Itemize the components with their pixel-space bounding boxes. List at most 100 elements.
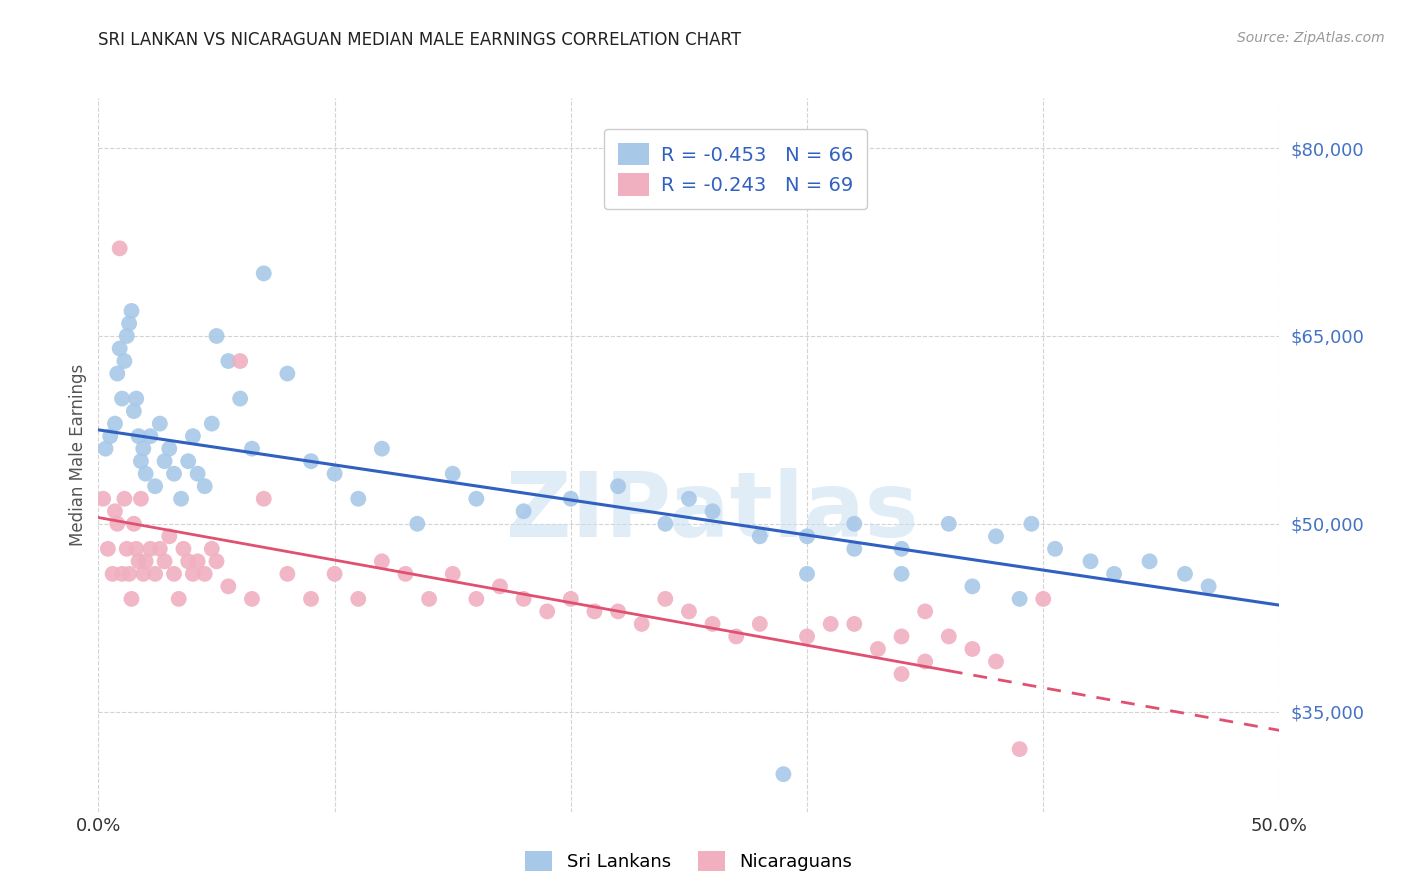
Point xyxy=(276,367,298,381)
Point xyxy=(108,241,131,255)
Point xyxy=(149,541,172,556)
Point xyxy=(118,317,141,331)
Point xyxy=(135,554,157,568)
Point xyxy=(607,479,630,493)
Point xyxy=(347,491,370,506)
Point xyxy=(94,442,117,456)
Point xyxy=(121,304,143,318)
Point xyxy=(205,554,228,568)
Point xyxy=(122,404,145,418)
Point xyxy=(890,630,912,644)
Point xyxy=(105,516,128,531)
Point xyxy=(938,516,960,531)
Point xyxy=(229,392,252,406)
Point xyxy=(725,630,748,644)
Point xyxy=(394,566,416,581)
Point xyxy=(128,429,150,443)
Point xyxy=(560,591,582,606)
Point xyxy=(187,554,209,568)
Point xyxy=(132,566,155,581)
Point xyxy=(187,467,209,481)
Point xyxy=(153,554,176,568)
Point xyxy=(323,566,346,581)
Point xyxy=(441,566,464,581)
Point xyxy=(98,429,121,443)
Point xyxy=(132,442,155,456)
Point xyxy=(890,667,912,681)
Point xyxy=(177,554,200,568)
Point xyxy=(112,354,135,368)
Point xyxy=(1139,554,1161,568)
Point xyxy=(489,579,512,593)
Point xyxy=(253,491,276,506)
Point xyxy=(418,591,440,606)
Text: ZIPatlas: ZIPatlas xyxy=(506,468,918,556)
Point xyxy=(121,591,143,606)
Point xyxy=(129,454,152,468)
Point xyxy=(371,442,394,456)
Point xyxy=(135,467,157,481)
Point xyxy=(172,541,194,556)
Legend: R = -0.453   N = 66, R = -0.243   N = 69: R = -0.453 N = 66, R = -0.243 N = 69 xyxy=(605,129,866,209)
Legend: Sri Lankans, Nicaraguans: Sri Lankans, Nicaraguans xyxy=(519,844,859,879)
Point xyxy=(194,479,217,493)
Point xyxy=(1174,566,1197,581)
Point xyxy=(112,491,135,506)
Point xyxy=(229,354,252,368)
Point xyxy=(122,516,145,531)
Point xyxy=(105,367,128,381)
Point xyxy=(240,442,263,456)
Point xyxy=(772,767,794,781)
Point xyxy=(139,541,162,556)
Point xyxy=(111,392,134,406)
Point xyxy=(163,566,186,581)
Point xyxy=(276,566,298,581)
Point xyxy=(205,329,228,343)
Point xyxy=(170,491,193,506)
Point xyxy=(240,591,263,606)
Point xyxy=(607,604,630,618)
Y-axis label: Median Male Earnings: Median Male Earnings xyxy=(69,364,87,546)
Point xyxy=(128,554,150,568)
Point xyxy=(1008,742,1031,756)
Point xyxy=(583,604,606,618)
Point xyxy=(796,566,818,581)
Point xyxy=(97,541,120,556)
Point xyxy=(129,491,152,506)
Point xyxy=(167,591,190,606)
Point xyxy=(890,541,912,556)
Point xyxy=(108,342,131,356)
Point xyxy=(201,541,224,556)
Point xyxy=(796,529,818,543)
Point xyxy=(914,655,936,669)
Point xyxy=(299,591,322,606)
Point xyxy=(1021,516,1043,531)
Point xyxy=(962,642,984,657)
Point xyxy=(962,579,984,593)
Point xyxy=(115,329,138,343)
Point xyxy=(844,516,866,531)
Point xyxy=(536,604,558,618)
Point xyxy=(890,566,912,581)
Point xyxy=(181,429,204,443)
Point xyxy=(153,454,176,468)
Point xyxy=(630,616,652,631)
Point xyxy=(323,467,346,481)
Point xyxy=(748,529,770,543)
Point xyxy=(441,467,464,481)
Point xyxy=(702,504,724,518)
Point xyxy=(1102,566,1125,581)
Point xyxy=(820,616,842,631)
Point xyxy=(1080,554,1102,568)
Point xyxy=(512,504,534,518)
Point xyxy=(678,491,700,506)
Point xyxy=(702,616,724,631)
Text: SRI LANKAN VS NICARAGUAN MEDIAN MALE EARNINGS CORRELATION CHART: SRI LANKAN VS NICARAGUAN MEDIAN MALE EAR… xyxy=(98,31,741,49)
Point xyxy=(118,566,141,581)
Point xyxy=(866,642,889,657)
Point xyxy=(125,541,148,556)
Point xyxy=(201,417,224,431)
Point xyxy=(748,616,770,631)
Point xyxy=(984,529,1007,543)
Point xyxy=(1032,591,1054,606)
